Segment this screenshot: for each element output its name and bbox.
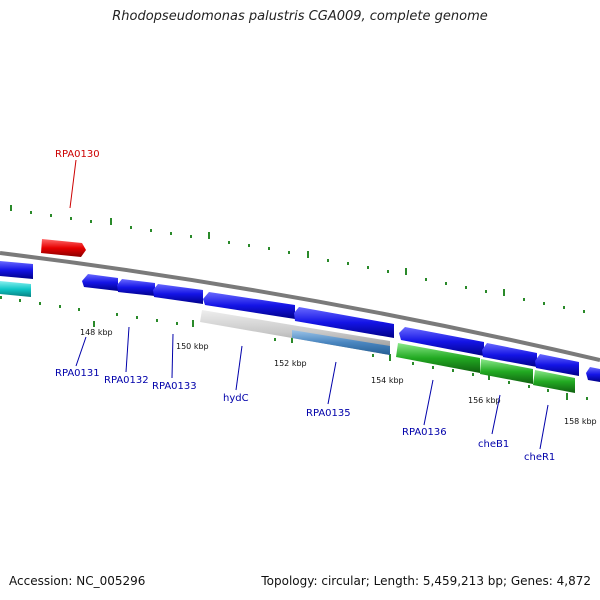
gene-rpa0136-green[interactable] (396, 343, 480, 373)
tick-label-156: 156 kbp (468, 396, 501, 405)
leader-cher1 (539, 404, 549, 450)
map-title: Rhodopseudomonas palustris CGA009, compl… (112, 9, 488, 24)
gene-left-blue[interactable] (0, 261, 33, 279)
leader-rpa0136 (423, 379, 434, 426)
gene-rpa0131[interactable] (82, 274, 118, 291)
gene-label-rpa0130[interactable]: RPA0130 (55, 149, 100, 160)
genome-summary-text: Topology: circular; Length: 5,459,213 bp… (261, 574, 591, 588)
tick-label-148: 148 kbp (80, 328, 113, 337)
gene-cheb1-green[interactable] (480, 359, 533, 384)
gene-label-hydc[interactable]: hydC (223, 393, 249, 404)
gene-label-rpa0135[interactable]: RPA0135 (306, 408, 351, 419)
leader-rpa0135 (327, 361, 337, 405)
inner-tick-ring (0, 296, 588, 400)
gene-left-cyan[interactable] (0, 281, 31, 297)
gene-label-cher1[interactable]: cheR1 (524, 452, 555, 463)
tick-label-158: 158 kbp (564, 417, 597, 426)
tick-label-150: 150 kbp (176, 342, 209, 351)
tick-label-152: 152 kbp (274, 359, 307, 368)
gene-rpa0133[interactable] (153, 284, 203, 304)
leader-rpa0133 (171, 333, 174, 379)
accession-text: Accession: NC_005296 (9, 574, 146, 588)
tick-label-154: 154 kbp (371, 376, 404, 385)
gene-rpa0132[interactable] (117, 279, 155, 296)
leader-cheb1 (491, 394, 501, 435)
gene-rpa0135[interactable] (294, 307, 394, 338)
gene-label-cheb1[interactable]: cheB1 (478, 439, 509, 450)
gene-hydc-steel[interactable] (292, 330, 390, 355)
gene-label-rpa0136[interactable]: RPA0136 (402, 427, 447, 438)
leader-rpa0130 (69, 159, 77, 209)
gene-label-rpa0133[interactable]: RPA0133 (152, 381, 197, 392)
leader-hydc (235, 345, 243, 391)
gene-right-edge[interactable] (586, 367, 600, 382)
gene-cher1-green[interactable] (533, 370, 575, 393)
leader-rpa0131 (75, 336, 87, 367)
gene-rpa0130[interactable] (41, 239, 86, 257)
genome-backbone (0, 251, 600, 362)
outer-tick-ring (10, 205, 585, 313)
gene-rpa0136[interactable] (399, 327, 484, 356)
gene-cheb1[interactable] (482, 343, 537, 367)
gene-rpa0134[interactable] (203, 292, 295, 319)
leader-rpa0132 (125, 326, 130, 373)
gene-label-rpa0131[interactable]: RPA0131 (55, 368, 100, 379)
gene-cher1[interactable] (535, 354, 579, 376)
gene-label-rpa0132[interactable]: RPA0132 (104, 375, 149, 386)
